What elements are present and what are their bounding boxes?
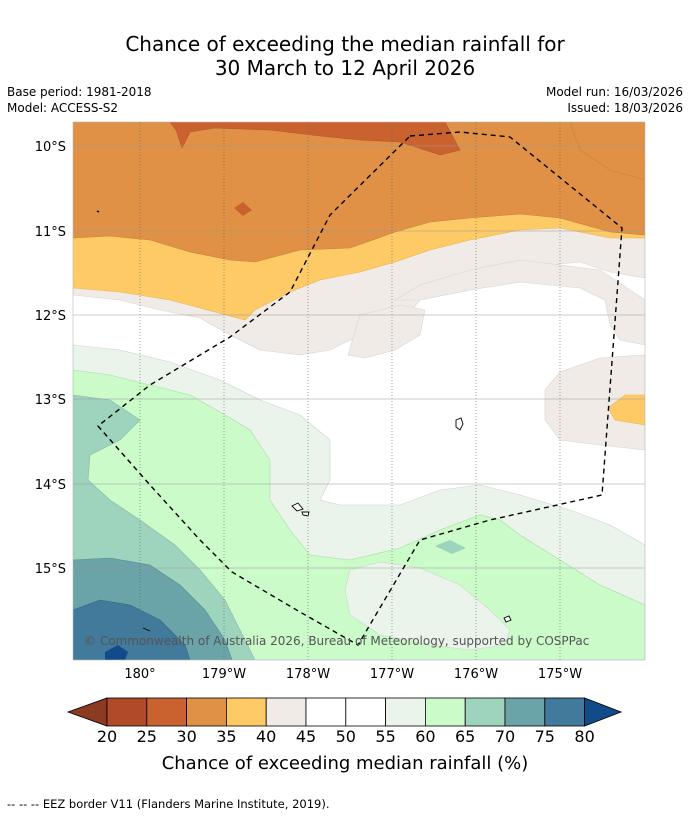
- colorbar-extend-low: [66, 697, 108, 727]
- colorbar-segment: [385, 697, 426, 727]
- colorbar-tick-label: 75: [534, 727, 555, 746]
- issued-date: Issued: 18/03/2026: [567, 101, 683, 115]
- lat-label: 10°S: [35, 140, 66, 155]
- region-60-65: [73, 369, 645, 660]
- lat-label: 11°S: [35, 225, 66, 240]
- region-80-plus: [105, 645, 128, 660]
- colorbar-tick-label: 40: [256, 727, 277, 746]
- island-outline: [455, 417, 464, 431]
- model-run: Model run: 16/03/2026: [545, 85, 683, 99]
- colorbar-extend-high: [584, 697, 623, 727]
- lat-label: 14°S: [35, 478, 66, 493]
- lon-label: 177°W: [370, 667, 414, 682]
- copyright-notice: © Commonwealth of Australia 2026, Bureau…: [84, 634, 589, 648]
- colorbar-segment: [345, 697, 386, 727]
- lat-label: 13°S: [35, 393, 66, 408]
- lon-label: 175°W: [538, 667, 582, 682]
- colorbar-segment: [305, 697, 347, 727]
- island-outline: [142, 627, 151, 632]
- island-outline: [291, 502, 304, 512]
- region-40-45-blob: [347, 304, 426, 359]
- title-line-1: Chance of exceeding the median rainfall …: [125, 32, 565, 56]
- eez-legend-note: -- -- -- EEZ border V11 (Flanders Marine…: [7, 797, 330, 811]
- colorbar-tick-label: 55: [375, 727, 396, 746]
- colorbar-segment: [544, 697, 585, 727]
- title-line-2: 30 March to 12 April 2026: [214, 56, 476, 80]
- lat-label: 12°S: [35, 309, 66, 324]
- region-35-40-east: [607, 394, 645, 426]
- region-25-30-dot: [234, 202, 252, 216]
- colorbar-tick-label: 50: [335, 727, 356, 746]
- island-outline: [503, 615, 512, 623]
- base-period: Base period: 1981-2018: [7, 85, 152, 99]
- colorbar-segment: [186, 697, 227, 727]
- colorbar-segment: [464, 697, 506, 727]
- region-75-80: [73, 599, 191, 660]
- colorbar-tick-label: 70: [494, 727, 516, 746]
- colorbar-tick-label: 45: [295, 727, 317, 746]
- region-40-45-east: [544, 354, 645, 451]
- region-60-65-spot: [435, 540, 466, 554]
- island-outline: [96, 210, 100, 213]
- model-name: Model: ACCESS-S2: [7, 101, 119, 115]
- colorbar-segment: [146, 697, 188, 727]
- region-30-35-east: [569, 122, 645, 181]
- colorbar-tick-label: 25: [136, 727, 157, 746]
- lat-label: 15°S: [35, 562, 66, 577]
- colorbar-segment: [265, 697, 307, 727]
- colorbar-segment: [225, 697, 267, 727]
- colorbar-tick-label: 65: [455, 727, 476, 746]
- region-40-45-center: [393, 259, 645, 346]
- colorbar-tick-label: 30: [176, 727, 197, 746]
- lon-label: 176°W: [454, 667, 498, 682]
- map-frame: [72, 121, 646, 661]
- lon-label: 179°W: [202, 667, 246, 682]
- colorbar-tick-label: 35: [216, 727, 237, 746]
- lon-label: 178°W: [286, 667, 330, 682]
- colorbar: [66, 697, 623, 727]
- colorbar-segment: [424, 697, 466, 727]
- region-30-35: [73, 122, 645, 263]
- colorbar-segment: [106, 697, 148, 727]
- colorbar-tick-label: 80: [574, 727, 595, 746]
- region-25-30: [169, 122, 461, 156]
- colorbar-segment: [504, 697, 546, 727]
- colorbar-title: Chance of exceeding median rainfall (%): [161, 753, 529, 774]
- colorbar-tick-label: 60: [415, 727, 436, 746]
- eez-border: [96, 131, 623, 646]
- colorbar-tick-label: 20: [96, 727, 118, 746]
- lon-label: 180°: [124, 667, 155, 682]
